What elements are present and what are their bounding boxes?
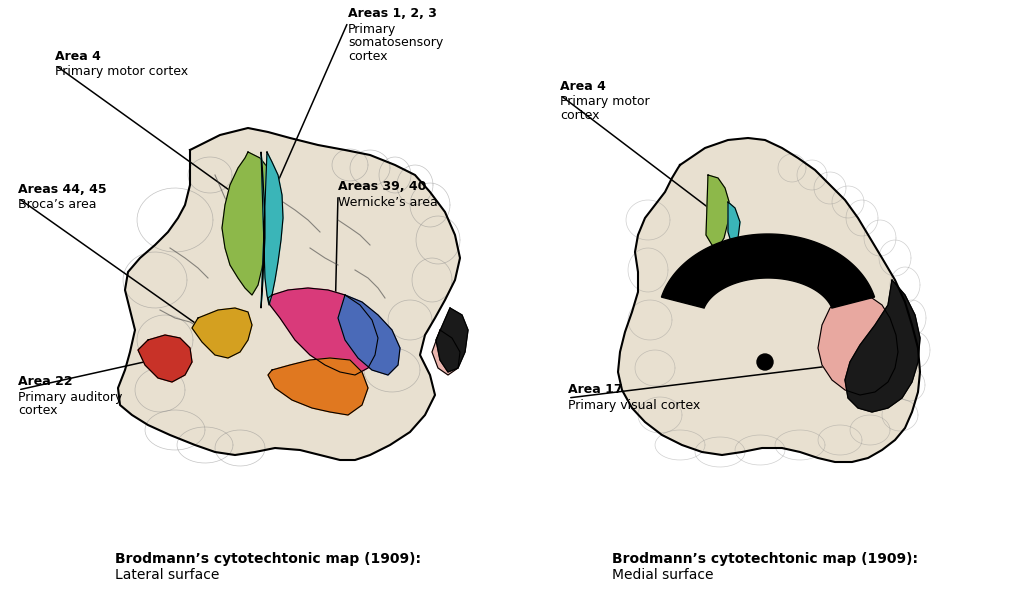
Polygon shape — [268, 358, 368, 415]
Text: Lateral surface: Lateral surface — [115, 568, 219, 582]
Polygon shape — [436, 308, 468, 372]
Polygon shape — [268, 288, 378, 375]
Text: cortex: cortex — [560, 109, 599, 122]
Text: Brodmann’s cytotechtonic map (1909):: Brodmann’s cytotechtonic map (1909): — [115, 552, 421, 566]
Polygon shape — [728, 202, 740, 245]
Text: Area 4: Area 4 — [560, 80, 606, 93]
Polygon shape — [618, 138, 920, 462]
Text: Areas 1, 2, 3: Areas 1, 2, 3 — [348, 7, 437, 20]
Text: Wernicke’s area: Wernicke’s area — [338, 195, 437, 208]
Polygon shape — [222, 152, 272, 295]
Text: cortex: cortex — [348, 50, 387, 63]
Polygon shape — [662, 234, 874, 308]
Text: Primary motor cortex: Primary motor cortex — [55, 66, 188, 78]
Text: Area 17: Area 17 — [568, 383, 623, 396]
Polygon shape — [138, 335, 193, 382]
Text: Broca’s area: Broca’s area — [18, 198, 96, 211]
Polygon shape — [432, 330, 460, 375]
Text: Primary: Primary — [348, 22, 396, 35]
Circle shape — [757, 354, 773, 370]
Polygon shape — [706, 175, 730, 248]
Text: Primary visual cortex: Primary visual cortex — [568, 399, 700, 412]
Polygon shape — [818, 295, 898, 395]
Text: cortex: cortex — [18, 404, 57, 417]
Text: Areas 39, 40: Areas 39, 40 — [338, 180, 426, 193]
Text: Medial surface: Medial surface — [612, 568, 714, 582]
Polygon shape — [261, 152, 283, 308]
Polygon shape — [193, 308, 252, 358]
Text: somatosensory: somatosensory — [348, 36, 443, 49]
Text: Primary auditory: Primary auditory — [18, 390, 123, 404]
Text: Area 22: Area 22 — [18, 375, 73, 388]
Text: Primary motor: Primary motor — [560, 95, 649, 109]
Text: Brodmann’s cytotechtonic map (1909):: Brodmann’s cytotechtonic map (1909): — [612, 552, 918, 566]
Text: Area 4: Area 4 — [55, 50, 101, 63]
Text: Areas 44, 45: Areas 44, 45 — [18, 183, 106, 196]
Polygon shape — [845, 280, 920, 412]
Polygon shape — [338, 295, 400, 375]
Polygon shape — [118, 128, 460, 460]
